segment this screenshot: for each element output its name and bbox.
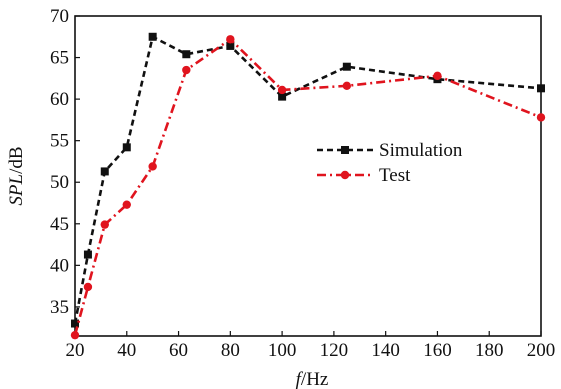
y-tick-label: 70 bbox=[50, 6, 69, 27]
x-tick-label: 180 bbox=[475, 340, 504, 361]
data-point bbox=[278, 92, 287, 101]
x-tick-label: 100 bbox=[268, 340, 297, 361]
data-point bbox=[148, 32, 157, 41]
series-simulation bbox=[71, 32, 545, 328]
data-point bbox=[122, 143, 131, 152]
data-point bbox=[122, 200, 131, 209]
legend: Simulation Test bbox=[317, 140, 463, 186]
plot-frame bbox=[74, 15, 542, 337]
data-point bbox=[342, 81, 352, 91]
x-tick-label: 200 bbox=[527, 340, 556, 361]
x-axis-title: f/Hz bbox=[296, 369, 329, 389]
data-point bbox=[182, 50, 191, 59]
x-tick-label: 40 bbox=[117, 340, 136, 361]
data-point bbox=[83, 282, 93, 292]
data-point bbox=[100, 220, 109, 229]
y-axis-title: SPL/dB bbox=[6, 146, 27, 205]
legend-label: Simulation bbox=[379, 140, 463, 161]
data-point bbox=[226, 35, 235, 44]
data-point bbox=[226, 41, 235, 50]
legend-marker bbox=[341, 146, 349, 154]
data-point bbox=[148, 162, 157, 171]
x-tick-label: 140 bbox=[371, 340, 400, 361]
y-tick-label: 35 bbox=[50, 297, 69, 318]
data-point bbox=[433, 71, 442, 81]
x-tick-label: 120 bbox=[320, 340, 349, 361]
y-tick-label: 40 bbox=[50, 255, 69, 276]
x-tick-label: 160 bbox=[423, 340, 452, 361]
y-tick-label: 60 bbox=[50, 89, 69, 110]
data-point bbox=[71, 319, 79, 328]
y-tick-label: 65 bbox=[50, 48, 69, 69]
y-tick-label: 45 bbox=[50, 214, 69, 235]
data-point bbox=[182, 65, 191, 75]
series-test bbox=[70, 35, 546, 340]
legend-marker bbox=[340, 170, 350, 180]
y-tick-label: 50 bbox=[50, 172, 69, 193]
axis-ticks: 20 40 60 80 100 120 140 160 180 200 35 40 45 50 55 60 65… bbox=[50, 6, 555, 361]
legend-item: Simulation bbox=[317, 140, 463, 161]
data-point bbox=[277, 85, 287, 95]
y-tick-label: 55 bbox=[50, 131, 69, 152]
x-tick-label: 80 bbox=[221, 340, 240, 361]
legend-item: Test bbox=[317, 165, 411, 186]
series-group bbox=[70, 32, 546, 340]
data-point bbox=[83, 250, 92, 259]
data-point bbox=[536, 113, 546, 122]
data-point bbox=[342, 62, 351, 71]
legend-label: Test bbox=[379, 165, 411, 186]
x-tick-label: 20 bbox=[66, 340, 85, 361]
x-tick-label: 60 bbox=[169, 340, 188, 361]
data-point bbox=[70, 330, 80, 340]
data-point bbox=[537, 84, 545, 93]
data-point bbox=[100, 167, 109, 176]
